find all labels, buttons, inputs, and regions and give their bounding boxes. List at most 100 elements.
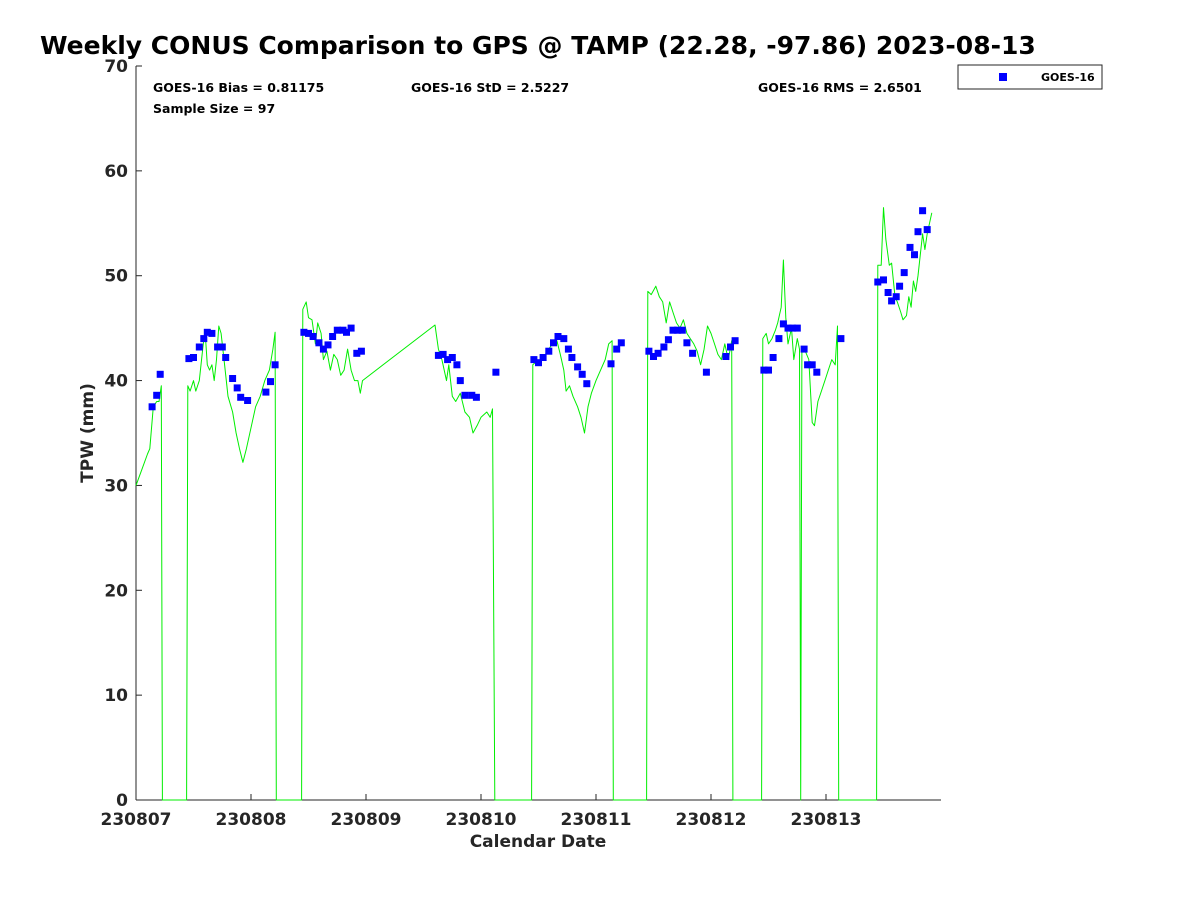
goes16-point (214, 343, 222, 351)
goes16-point (664, 336, 672, 344)
goes16-point (472, 393, 480, 401)
goes16-point (645, 347, 653, 355)
goes16-point (233, 384, 241, 392)
x-tick-label: 230811 (561, 810, 632, 830)
y-axis-label: TPW (mm) (78, 383, 98, 483)
goes16-point (888, 297, 896, 305)
legend-box (957, 64, 1103, 90)
goes16-point (353, 349, 361, 357)
y-tick-label: 50 (104, 267, 128, 287)
goes16-point (448, 354, 456, 361)
goes16-point (550, 339, 557, 347)
goes16-point (545, 347, 553, 355)
goes16-point (343, 328, 350, 336)
goes16-point (305, 329, 312, 337)
goes16-point (775, 335, 783, 343)
goes16-point (914, 228, 922, 236)
goes16-point (267, 378, 274, 386)
goes16-point (674, 326, 682, 334)
goes16-point (461, 391, 469, 399)
goes16-point (789, 324, 797, 332)
goes16-point (456, 377, 464, 385)
x-tick-label: 230812 (676, 810, 747, 830)
y-tick-label: 70 (104, 57, 128, 77)
goes16-point (911, 251, 918, 259)
y-tick-label: 30 (104, 476, 128, 496)
goes16-point (560, 335, 568, 343)
goes16-point (535, 359, 542, 367)
goes16-point (900, 269, 908, 277)
y-tick-label: 60 (104, 162, 128, 182)
goes16-point (324, 341, 332, 349)
plot-area (135, 207, 933, 801)
goes16-point (185, 355, 193, 363)
legend: GOES-16 (957, 64, 1103, 90)
goes16-point (906, 243, 914, 251)
goes16-point (153, 391, 161, 399)
y-tick-label: 20 (104, 581, 128, 601)
goes16-point (669, 326, 677, 334)
goes16-point (148, 403, 156, 411)
goes16-point (453, 361, 461, 369)
goes16-point (660, 343, 668, 351)
goes16-point (896, 282, 904, 290)
goes16-point (578, 370, 586, 378)
goes16-point (319, 345, 327, 353)
goes16-point (574, 363, 582, 371)
x-tick-label: 230808 (216, 810, 287, 830)
goes16-point (530, 356, 538, 364)
goes16-point (271, 361, 279, 369)
goes16-point (874, 278, 882, 286)
goes16-point (880, 276, 887, 284)
x-tick-label: 230810 (446, 810, 517, 830)
goes16-point (539, 354, 547, 361)
goes16-point (731, 337, 739, 345)
std-stat: GOES-16 StD = 2.5227 (411, 80, 569, 95)
y-tick-label: 0 (116, 791, 128, 811)
goes16-point (800, 345, 808, 353)
goes16-point (617, 339, 625, 347)
legend-marker (999, 73, 1007, 81)
goes16-point (804, 361, 812, 369)
goes16-point (892, 293, 900, 301)
goes16-point (678, 326, 686, 334)
goes16-point (837, 335, 845, 343)
goes16-point (190, 354, 197, 361)
goes16-point (203, 328, 211, 336)
goes16-point (808, 361, 816, 369)
goes16-point (439, 350, 447, 358)
goes16-point (218, 343, 226, 351)
goes16-point (765, 366, 772, 374)
x-tick-label: 230809 (331, 810, 402, 830)
goes16-point (329, 333, 337, 340)
x-ticks: 230807 230808 230809 230810 230811 230812 2308… (101, 794, 862, 830)
x-axis-label: Calendar Date (470, 832, 607, 852)
y-ticks: 0 10 20 30 40 50 60 70 (104, 57, 142, 811)
goes16-point (195, 343, 203, 351)
goes16-point (583, 380, 591, 388)
goes16-point (727, 343, 734, 351)
x-tick-label: 230813 (791, 810, 862, 830)
goes16-point (683, 339, 691, 347)
goes16-point (919, 207, 927, 215)
goes16-point (156, 370, 164, 378)
y-tick-label: 40 (104, 372, 128, 392)
goes16-point (760, 366, 768, 374)
goes16-point (613, 345, 621, 353)
goes16-point (492, 368, 500, 376)
goes16-point (779, 320, 787, 328)
goes16-point (568, 354, 576, 361)
goes16-point (702, 368, 710, 376)
goes16-point (222, 354, 230, 361)
goes16-point (300, 328, 308, 336)
goes16-point (564, 345, 572, 353)
axes (135, 66, 941, 801)
rms-stat: GOES-16 RMS = 2.6501 (758, 80, 922, 95)
goes16-point (315, 339, 323, 347)
chart-title: Weekly CONUS Comparison to GPS @ TAMP (2… (40, 31, 1036, 60)
goes16-point (357, 347, 365, 355)
goes16-point (813, 368, 821, 376)
goes16-point (309, 333, 317, 340)
goes16-point (689, 349, 697, 357)
